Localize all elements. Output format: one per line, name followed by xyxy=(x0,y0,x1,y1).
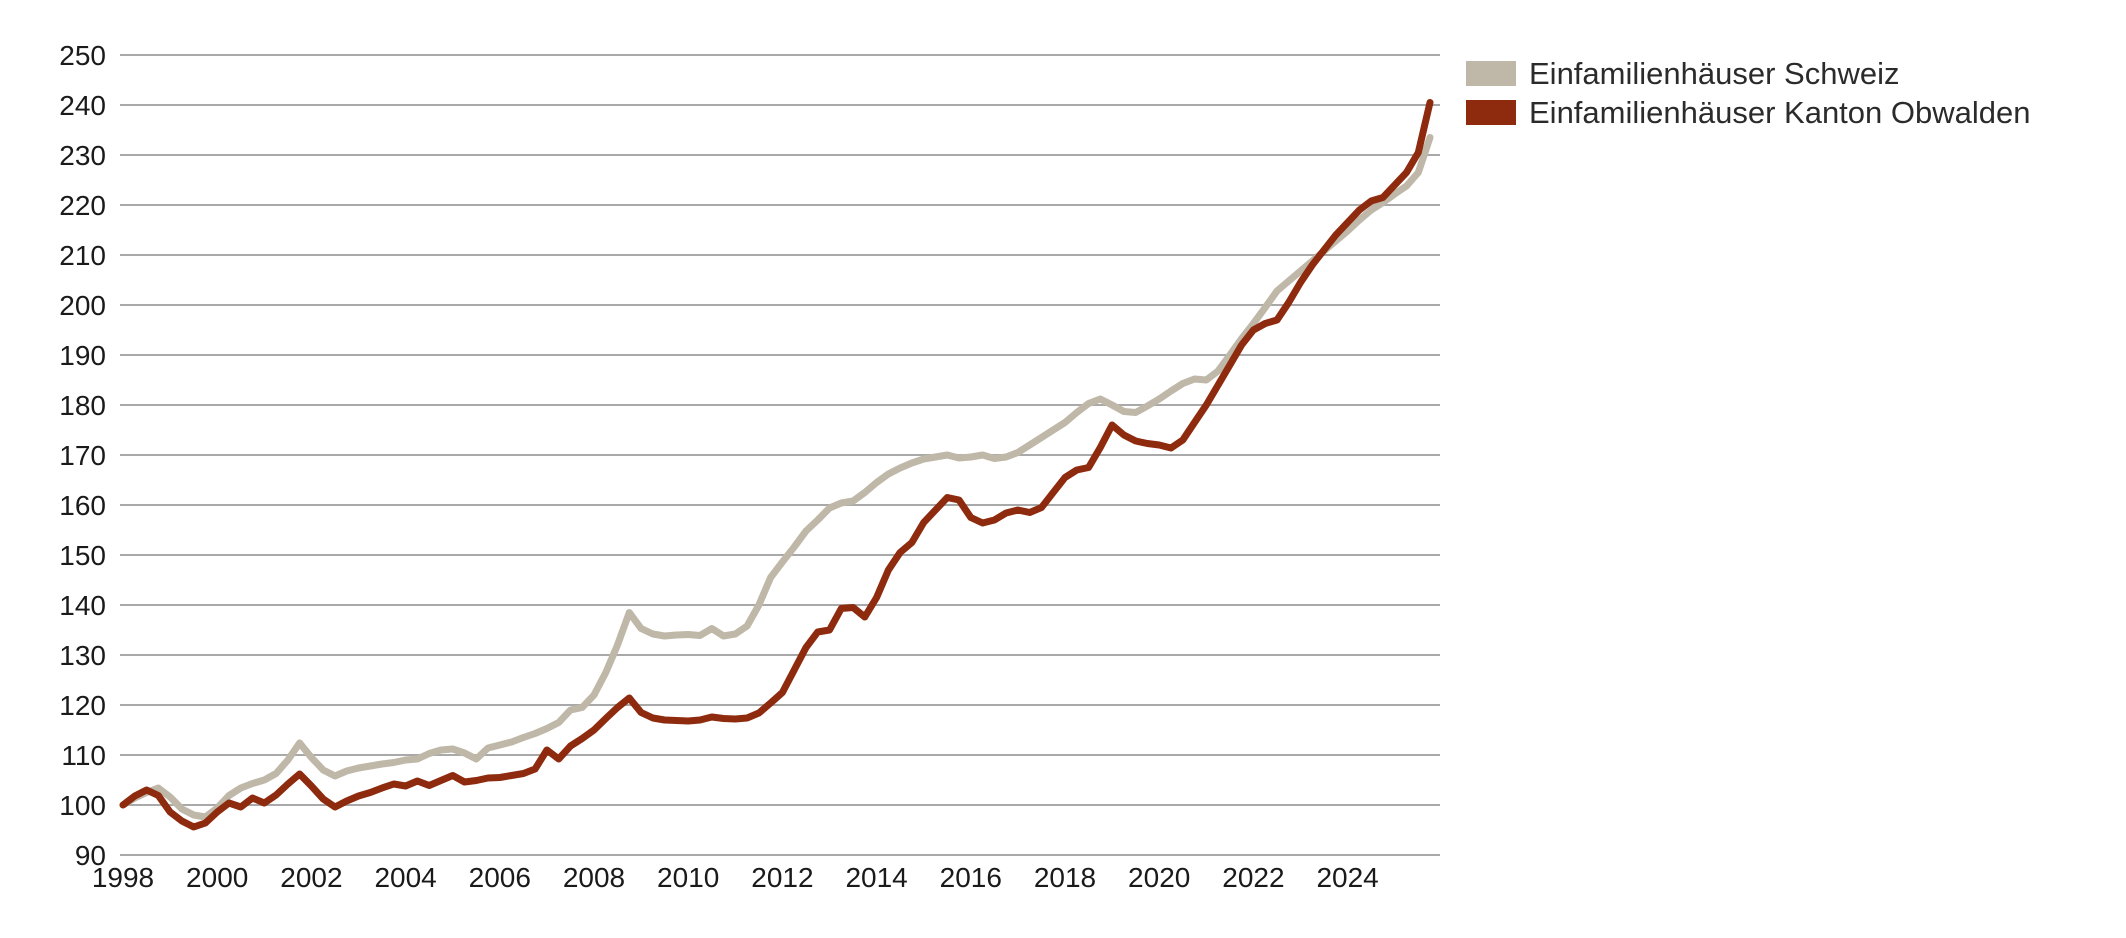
x-tick-label: 1998 xyxy=(92,862,154,893)
x-tick-label: 2002 xyxy=(280,862,342,893)
y-tick-label: 200 xyxy=(59,290,106,321)
x-tick-label: 2022 xyxy=(1222,862,1284,893)
y-tick-label: 170 xyxy=(59,440,106,471)
legend: Einfamilienhäuser Schweiz Einfamilienhäu… xyxy=(1466,56,2031,130)
x-tick-label: 2006 xyxy=(469,862,531,893)
y-tick-label: 240 xyxy=(59,90,106,121)
gridlines xyxy=(120,54,1440,856)
legend-label-schweiz: Einfamilienhäuser Schweiz xyxy=(1529,56,1900,91)
x-tick-label: 2010 xyxy=(657,862,719,893)
x-tick-label: 2012 xyxy=(751,862,813,893)
y-tick-label: 190 xyxy=(59,340,106,371)
y-tick-label: 250 xyxy=(59,40,106,71)
x-tick-label: 2004 xyxy=(374,862,436,893)
data-lines xyxy=(119,99,1434,831)
legend-item-obwalden: Einfamilienhäuser Kanton Obwalden xyxy=(1466,95,2031,130)
y-tick-label: 220 xyxy=(59,190,106,221)
y-tick-label: 140 xyxy=(59,590,106,621)
y-tick-label: 90 xyxy=(75,840,106,871)
x-tick-label: 2016 xyxy=(940,862,1002,893)
x-tick-label: 2020 xyxy=(1128,862,1190,893)
legend-label-obwalden: Einfamilienhäuser Kanton Obwalden xyxy=(1529,95,2031,130)
y-tick-label: 160 xyxy=(59,490,106,521)
x-tick-label: 2018 xyxy=(1034,862,1096,893)
y-tick-label: 210 xyxy=(59,240,106,271)
line-schweiz xyxy=(119,134,1434,821)
y-tick-label: 110 xyxy=(61,740,106,771)
x-tick-label: 2014 xyxy=(845,862,907,893)
x-tick-label: 2008 xyxy=(563,862,625,893)
y-tick-label: 180 xyxy=(59,390,106,421)
x-tick-label: 2000 xyxy=(186,862,248,893)
legend-swatch-obwalden xyxy=(1466,100,1516,125)
y-tick-label: 230 xyxy=(59,140,106,171)
y-tick-label: 150 xyxy=(59,540,106,571)
legend-swatch-schweiz xyxy=(1466,61,1516,86)
line-obwalden xyxy=(119,99,1434,831)
y-axis-tick-labels: 90 100 110 120 130 140 150 160 170 180 190 200 210 22… xyxy=(59,40,106,871)
x-tick-label: 2024 xyxy=(1316,862,1378,893)
legend-item-schweiz: Einfamilienhäuser Schweiz xyxy=(1466,56,2030,91)
y-tick-label: 130 xyxy=(59,640,106,671)
y-tick-label: 100 xyxy=(59,790,106,821)
y-tick-label: 120 xyxy=(59,690,106,721)
x-axis-tick-labels: 1998 2000 2002 2004 2006 2008 2010 2012 2014 2016… xyxy=(92,862,1379,893)
